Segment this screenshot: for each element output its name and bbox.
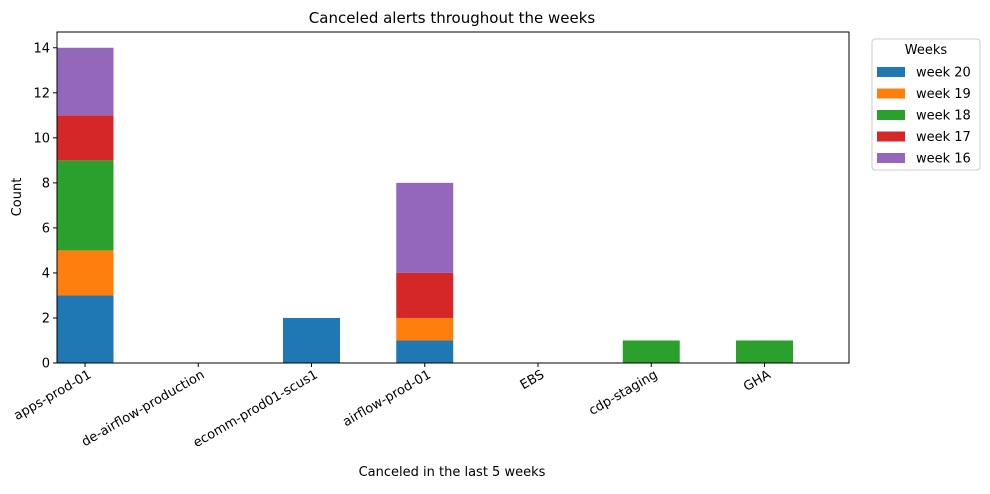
x-axis: apps-prod-01de-airflow-productionecomm-p… bbox=[11, 363, 774, 451]
y-tick-label: 12 bbox=[33, 86, 50, 101]
plot-frame bbox=[56, 31, 850, 364]
y-tick-label: 4 bbox=[42, 266, 50, 281]
legend: Weeks week 20 week 19 week 18 week 17 week 1… bbox=[871, 38, 981, 171]
x-tick-label: de-airflow-production bbox=[79, 367, 207, 450]
y-axis: 0 2 4 6 8 10 12 14 bbox=[33, 41, 57, 372]
bar-segment bbox=[396, 317, 454, 341]
bar-segment bbox=[396, 340, 454, 363]
bar-segment bbox=[396, 272, 454, 318]
x-axis-label: Canceled in the last 5 weeks bbox=[359, 465, 546, 480]
x-tick-label: ecomm-prod01-scus1 bbox=[191, 367, 321, 451]
legend-swatch bbox=[877, 110, 905, 120]
x-tick-label: apps-prod-01 bbox=[11, 367, 94, 423]
bar-segment bbox=[56, 295, 114, 363]
legend-label: week 18 bbox=[916, 109, 971, 124]
legend-frame bbox=[871, 38, 981, 171]
y-tick-label: 2 bbox=[42, 311, 50, 326]
x-tick-label: GHA bbox=[741, 367, 773, 394]
bar-segment bbox=[283, 317, 340, 363]
bar-segment bbox=[736, 340, 793, 363]
bar-segment bbox=[56, 47, 114, 116]
bar-segment bbox=[56, 160, 114, 251]
legend-label: week 16 bbox=[916, 152, 971, 167]
legend-swatch bbox=[877, 153, 905, 163]
legend-label: week 19 bbox=[916, 87, 971, 102]
y-tick-label: 8 bbox=[42, 176, 50, 191]
bar-segment bbox=[622, 340, 680, 363]
legend-title: Weeks bbox=[905, 43, 948, 58]
y-tick-label: 6 bbox=[42, 221, 50, 236]
x-tick-label: cdp-staging bbox=[586, 367, 660, 418]
bar-segment bbox=[396, 182, 454, 273]
legend-swatch bbox=[877, 88, 905, 99]
y-tick-label: 14 bbox=[33, 41, 50, 56]
y-axis-label: Count bbox=[10, 178, 25, 217]
legend-label: week 20 bbox=[916, 66, 971, 81]
bar-segment bbox=[56, 250, 114, 296]
y-tick-label: 0 bbox=[42, 357, 50, 372]
legend-swatch bbox=[877, 67, 905, 77]
legend-items: week 20 week 19 week 18 week 17 week 16 bbox=[877, 66, 971, 167]
bars-group bbox=[56, 47, 793, 363]
x-tick-label: airflow-prod-01 bbox=[340, 367, 433, 430]
bar-segment bbox=[56, 115, 114, 161]
legend-swatch bbox=[877, 131, 905, 142]
chart-title: Canceled alerts throughout the weeks bbox=[309, 9, 596, 27]
legend-label: week 17 bbox=[916, 130, 971, 145]
x-tick-label: EBS bbox=[518, 367, 547, 393]
y-tick-label: 10 bbox=[33, 131, 50, 146]
